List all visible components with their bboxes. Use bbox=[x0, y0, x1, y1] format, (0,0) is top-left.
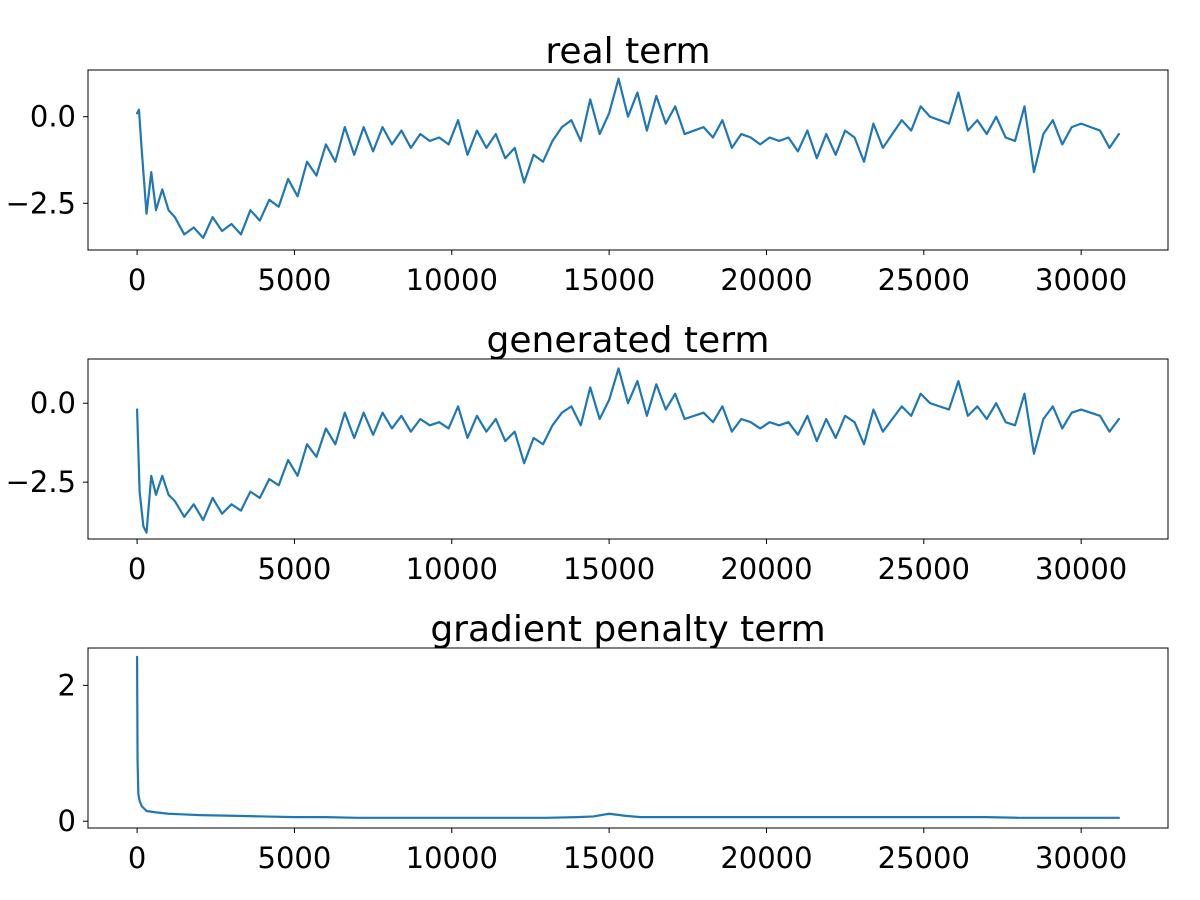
chart-title: generated term bbox=[487, 320, 770, 361]
x-tick-label: 5000 bbox=[258, 841, 332, 875]
chart-title: real term bbox=[545, 31, 710, 72]
x-tick-label: 10000 bbox=[406, 552, 498, 586]
y-tick-label: −2.5 bbox=[6, 186, 76, 220]
x-tick-label: 25000 bbox=[878, 841, 970, 875]
chart-panel-generated-term: generated term 0 5000 10000 15000 20000 25000 3… bbox=[6, 320, 1169, 586]
x-tick-label: 30000 bbox=[1035, 263, 1127, 297]
y-tick-label: −2.5 bbox=[6, 465, 76, 499]
y-tick-label: 0.0 bbox=[30, 386, 76, 420]
x-tick-label: 15000 bbox=[563, 841, 655, 875]
x-tick-label: 25000 bbox=[878, 263, 970, 297]
x-tick-label: 15000 bbox=[563, 552, 655, 586]
x-tick-label: 30000 bbox=[1035, 552, 1127, 586]
x-tick-label: 20000 bbox=[720, 263, 812, 297]
x-tick-label: 5000 bbox=[258, 552, 332, 586]
chart-title: gradient penalty term bbox=[430, 609, 825, 650]
x-tick-label: 30000 bbox=[1035, 841, 1127, 875]
x-tick-label: 10000 bbox=[406, 841, 498, 875]
y-tick-label: 2 bbox=[58, 668, 76, 702]
x-tick-label: 15000 bbox=[563, 263, 655, 297]
y-tick-label: 0 bbox=[58, 804, 76, 838]
axes-frame bbox=[87, 647, 1169, 829]
axes-frame bbox=[87, 358, 1169, 540]
x-tick-label: 0 bbox=[128, 841, 146, 875]
x-tick-label: 10000 bbox=[406, 263, 498, 297]
x-tick-label: 5000 bbox=[258, 263, 332, 297]
axes-frame bbox=[87, 69, 1169, 251]
y-tick-label: 0.0 bbox=[30, 100, 76, 134]
x-tick-label: 25000 bbox=[878, 552, 970, 586]
series-line-gradient-penalty-term bbox=[135, 655, 1121, 819]
x-tick-label: 0 bbox=[128, 263, 146, 297]
series-line-generated-term bbox=[135, 367, 1121, 534]
x-tick-label: 20000 bbox=[720, 552, 812, 586]
chart-panel-gradient-penalty-term: gradient penalty term 0 5000 10000 15000 2000… bbox=[58, 609, 1169, 875]
x-tick-label: 0 bbox=[128, 552, 146, 586]
chart-panel-real-term: real term 0 5000 10000 15000 20000 25000 30000 0… bbox=[6, 31, 1169, 297]
series-line-real-term bbox=[135, 77, 1121, 239]
x-tick-label: 20000 bbox=[720, 841, 812, 875]
